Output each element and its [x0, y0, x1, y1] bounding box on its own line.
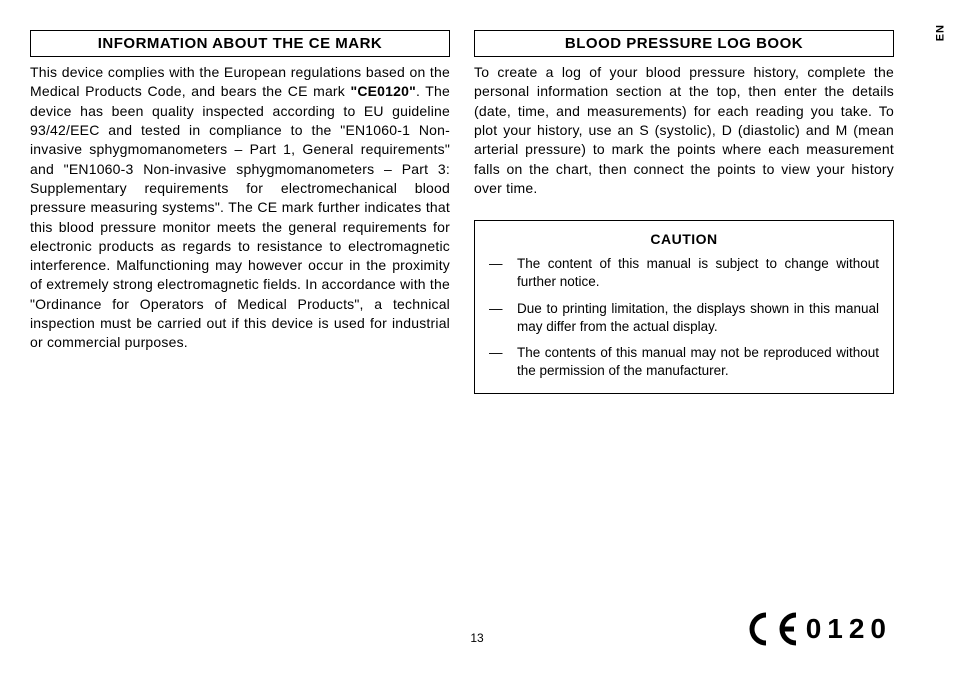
- ce-mark-section-title: INFORMATION ABOUT THE CE MARK: [30, 30, 450, 57]
- ce-text-bold: "CE0120": [350, 83, 415, 99]
- left-column: INFORMATION ABOUT THE CE MARK This devic…: [30, 30, 450, 394]
- ce-mark-logo: 0120: [742, 611, 892, 647]
- dash-icon: —: [489, 344, 517, 380]
- logbook-section-title: BLOOD PRESSURE LOG BOOK: [474, 30, 894, 57]
- dash-icon: —: [489, 255, 517, 291]
- dash-icon: —: [489, 300, 517, 336]
- caution-item-text: The contents of this manual may not be r…: [517, 344, 879, 380]
- caution-item: — The contents of this manual may not be…: [489, 344, 879, 380]
- ce-text-post: . The device has been quality inspected …: [30, 83, 450, 350]
- two-column-layout: INFORMATION ABOUT THE CE MARK This devic…: [30, 30, 894, 394]
- caution-item-text: The content of this manual is subject to…: [517, 255, 879, 291]
- ce-number: 0120: [806, 613, 892, 645]
- caution-title: CAUTION: [489, 231, 879, 247]
- logbook-body-text: To create a log of your blood pressure h…: [474, 63, 894, 198]
- caution-box: CAUTION — The content of this manual is …: [474, 220, 894, 393]
- caution-item-text: Due to printing limitation, the displays…: [517, 300, 879, 336]
- ce-mark-body-text: This device complies with the European r…: [30, 63, 450, 353]
- manual-page: EN INFORMATION ABOUT THE CE MARK This de…: [0, 0, 954, 673]
- language-tab: EN: [934, 24, 946, 41]
- right-column: BLOOD PRESSURE LOG BOOK To create a log …: [474, 30, 894, 394]
- caution-list: — The content of this manual is subject …: [489, 255, 879, 380]
- caution-item: — Due to printing limitation, the displa…: [489, 300, 879, 336]
- ce-icon: [742, 611, 800, 647]
- caution-item: — The content of this manual is subject …: [489, 255, 879, 291]
